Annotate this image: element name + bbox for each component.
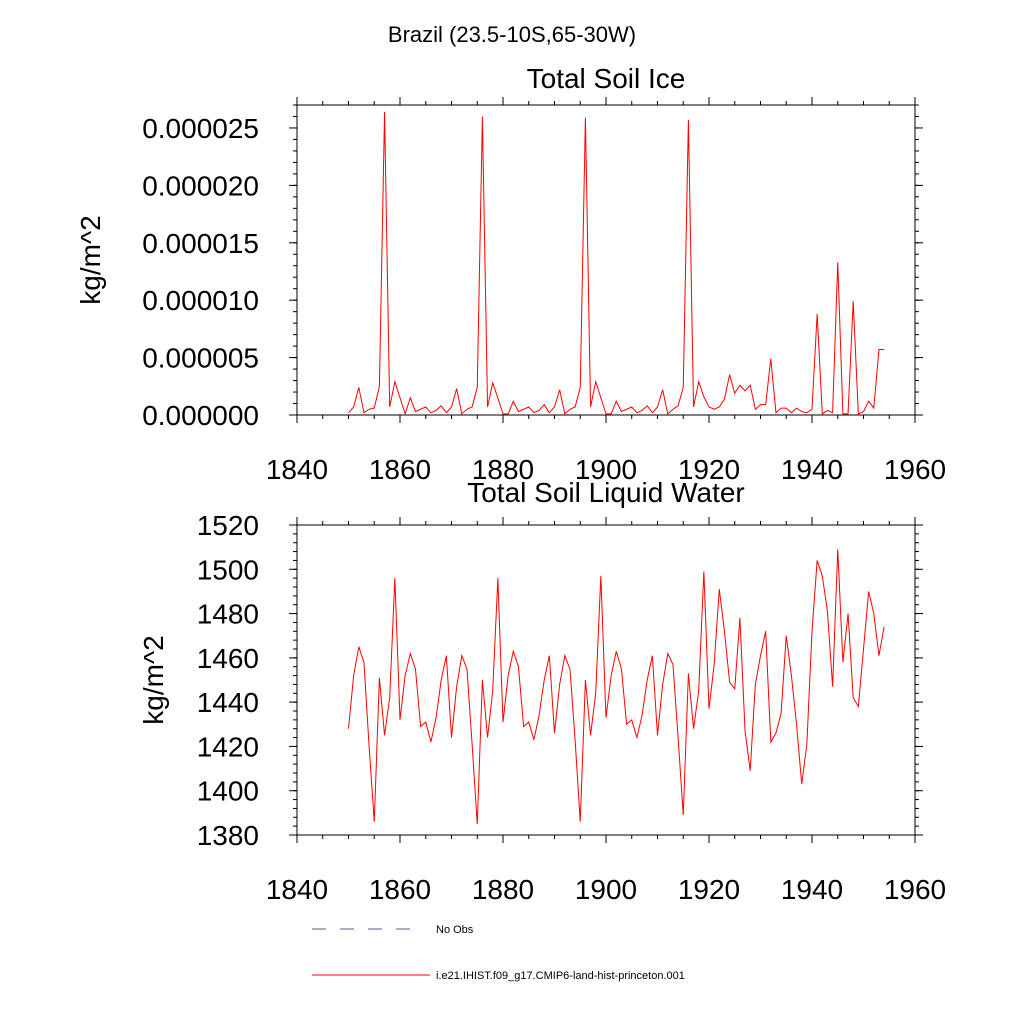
x-tick-label: 1860	[369, 874, 431, 905]
x-tick-label: 1960	[884, 874, 946, 905]
x-tick-label: 1900	[575, 454, 637, 485]
chart-panel-2: Total Soil Liquid Water kg/m^2 1840 1860 188…	[138, 477, 946, 905]
y-tick-label: 1520	[197, 510, 259, 541]
x-tick-label: 1900	[575, 874, 637, 905]
y-tick-label: 1500	[197, 554, 259, 585]
chart-title: Total Soil Ice	[527, 63, 686, 94]
legend: No Obs i.e21.IHIST.f09_g17.CMIP6-land-his…	[312, 924, 685, 982]
plot-frame	[296, 524, 916, 836]
y-tick-label: 1440	[197, 687, 259, 718]
series-line	[348, 549, 885, 824]
x-tick-label: 1840	[266, 454, 328, 485]
y-tick-label: 0.000020	[142, 170, 259, 201]
x-tick-label: 1940	[781, 454, 843, 485]
x-tick-label: 1940	[781, 874, 843, 905]
x-tick-label: 1920	[678, 454, 740, 485]
series-line	[348, 111, 885, 416]
figure-suptitle: Brazil (23.5-10S,65-30W)	[388, 22, 636, 47]
chart-title: Total Soil Liquid Water	[467, 477, 745, 508]
x-tick-label: 1920	[678, 874, 740, 905]
x-tick-label: 1840	[266, 874, 328, 905]
chart-panels: Total Soil Ice kg/m^2 1840 1860 1880 1900 1920…	[75, 63, 946, 905]
y-tick-label: 0.000010	[142, 285, 259, 316]
y-tick-label: 1400	[197, 776, 259, 807]
legend-label-2: i.e21.IHIST.f09_g17.CMIP6-land-hist-prin…	[436, 970, 685, 982]
y-tick-label: 0.000015	[142, 228, 259, 259]
legend-label-1: No Obs	[436, 924, 474, 936]
y-tick-label: 1460	[197, 643, 259, 674]
x-tick-label: 1960	[884, 454, 946, 485]
x-tick-label: 1880	[472, 454, 534, 485]
y-tick-label: 1420	[197, 731, 259, 762]
chart-panel-1: Total Soil Ice kg/m^2 1840 1860 1880 1900 1920…	[75, 63, 946, 485]
x-tick-label: 1880	[472, 874, 534, 905]
y-tick-label: 0.000025	[142, 113, 259, 144]
y-tick-label: 1380	[197, 820, 259, 851]
plot-frame	[296, 104, 916, 416]
y-tick-label: 0.000005	[142, 343, 259, 374]
y-tick-label: 1480	[197, 599, 259, 630]
x-tick-label: 1860	[369, 454, 431, 485]
y-axis-label: kg/m^2	[75, 215, 106, 304]
y-axis-label: kg/m^2	[138, 635, 169, 724]
y-tick-label: 0.000000	[142, 400, 259, 431]
